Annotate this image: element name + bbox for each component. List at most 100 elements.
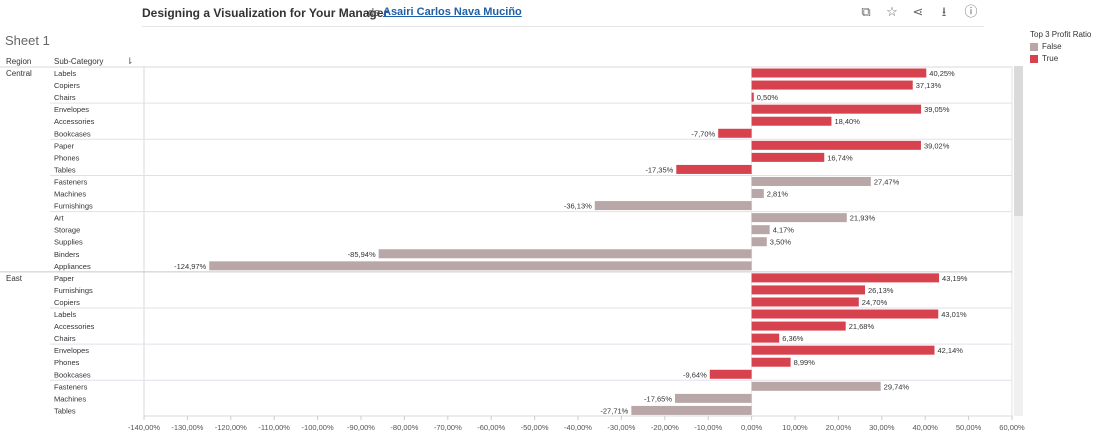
x-tick-label: 10,00% [782,423,808,432]
sort-icon[interactable]: ⇂ [126,56,134,66]
data-label-supplies: 3,50% [770,238,792,247]
download-icon[interactable]: ⭳ [941,4,947,19]
bar-central-bookcases [718,128,752,138]
subcategory-label-bookcases: Bookcases [54,370,91,379]
data-label-machines: -17,65% [644,394,672,403]
subcategory-label-accessories: Accessories [54,117,95,126]
region-label-east: East [6,274,23,283]
bar-central-fasteners [751,176,871,186]
subcategory-label-machines: Machines [54,190,86,199]
bar-central-storage [751,225,770,235]
x-tick-label: -130,00% [171,423,203,432]
bar-central-machines [751,189,764,199]
vertical-scrollbar-track[interactable] [1014,66,1023,416]
subcategory-label-tables: Tables [54,406,76,415]
data-label-machines: 2,81% [767,190,789,199]
x-tick-label: -10,00% [694,423,722,432]
subcategory-label-machines: Machines [54,394,86,403]
subcategory-label-labels: Labels [54,310,76,319]
subcategory-label-envelopes: Envelopes [54,105,89,114]
header-divider [142,26,984,27]
legend-title: Top 3 Profit Ratio [1030,30,1092,39]
x-tick-label: -50,00% [521,423,549,432]
x-tick-label: -60,00% [477,423,505,432]
legend-swatch-true [1030,54,1038,63]
bar-central-appliances [209,261,752,271]
subcategory-label-accessories: Accessories [54,322,95,331]
subcategory-label-fasteners: Fasteners [54,177,88,186]
share-icon[interactable]: ⋖ [912,4,924,19]
bar-east-copiers [751,297,859,307]
x-tick-label: 50,00% [956,423,982,432]
bar-central-paper [751,140,921,150]
subcategory-label-paper: Paper [54,274,75,283]
data-label-chairs: 0,50% [757,93,779,102]
subcategory-label-copiers: Copiers [54,298,80,307]
info-icon[interactable]: ⓘ [964,4,978,19]
x-tick-label: -100,00% [302,423,334,432]
subcategory-label-tables: Tables [54,165,76,174]
data-label-paper: 43,19% [942,274,968,283]
legend-item-true[interactable]: True [1030,54,1058,63]
author-prefix: de [368,7,381,19]
subcategory-label-chairs: Chairs [54,334,76,343]
sheet-title: Sheet 1 [5,33,50,48]
x-tick-label: -90,00% [347,423,375,432]
subcategory-label-phones: Phones [54,358,80,367]
data-label-labels: 43,01% [941,310,967,319]
bar-east-paper [751,273,940,283]
bar-east-accessories [751,321,846,331]
x-tick-label: 30,00% [869,423,895,432]
subcategory-label-paper: Paper [54,141,75,150]
data-label-copiers: 24,70% [862,298,888,307]
subcategory-column-header: Sub-Category [54,57,104,66]
data-label-labels: 40,25% [929,69,955,78]
author-link[interactable]: Asairi Carlos Nava Muciño [383,6,522,18]
copy-icon[interactable]: ⧉ [861,4,871,19]
data-label-art: 21,93% [850,214,876,223]
bar-central-art [751,213,847,223]
bar-central-phones [751,152,825,162]
bar-central-chairs [751,92,754,102]
bar-central-labels [751,68,927,78]
subcategory-label-appliances: Appliances [54,262,91,271]
subcategory-label-chairs: Chairs [54,93,76,102]
data-label-storage: 4,17% [773,226,795,235]
workbook-title: Designing a Visualization for Your Manag… [142,6,389,20]
data-label-envelopes: 42,14% [937,346,963,355]
bar-east-bookcases [709,369,752,379]
data-label-furnishings: -36,13% [564,202,592,211]
data-label-accessories: 21,68% [849,322,875,331]
x-tick-label: -30,00% [607,423,635,432]
data-label-chairs: 6,36% [782,334,804,343]
subcategory-label-envelopes: Envelopes [54,346,89,355]
bar-central-furnishings [594,201,752,211]
data-label-envelopes: 39,05% [924,105,950,114]
data-label-accessories: 18,40% [834,117,860,126]
vertical-scrollbar-thumb[interactable] [1014,66,1023,216]
legend-item-false[interactable]: False [1030,42,1062,51]
bar-east-furnishings [751,285,866,295]
bar-central-binders [378,249,752,259]
data-label-tables: -27,71% [600,406,628,415]
data-label-appliances: -124,97% [174,262,206,271]
bar-east-fasteners [751,381,881,391]
data-label-phones: 16,74% [827,153,853,162]
x-tick-label: 60,00% [999,423,1025,432]
bar-central-supplies [751,237,767,247]
subcategory-label-fasteners: Fasteners [54,382,88,391]
bar-east-phones [751,357,791,367]
x-tick-label: -110,00% [258,423,290,432]
x-tick-label: 0,00% [741,423,763,432]
x-tick-label: -120,00% [215,423,247,432]
bar-central-tables [676,164,752,174]
subcategory-label-binders: Binders [54,250,80,259]
legend-label-true: True [1042,54,1059,63]
bar-east-tables [631,405,752,415]
data-label-furnishings: 26,13% [868,286,894,295]
subcategory-label-art: Art [54,214,65,223]
star-icon[interactable]: ☆ [886,4,898,19]
x-tick-label: -70,00% [434,423,462,432]
subcategory-label-furnishings: Furnishings [54,202,93,211]
